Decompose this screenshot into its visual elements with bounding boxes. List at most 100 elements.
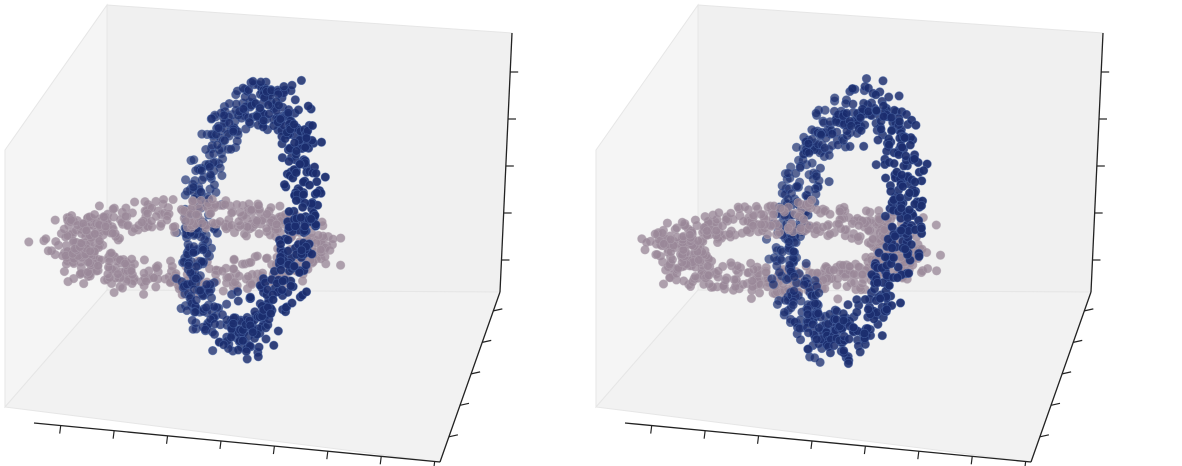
scatter-point-ring-2: [844, 334, 854, 344]
scatter-point-ring-1: [151, 263, 162, 273]
scatter-point-ring-1: [94, 201, 105, 211]
scatter-point-ring-2: [815, 163, 826, 173]
scatter-point-ring-2: [217, 170, 227, 181]
scatter-point-ring-2: [189, 155, 199, 165]
scatter-point-ring-1: [874, 206, 884, 216]
scatter-point-ring-2: [905, 140, 915, 150]
scatter-point-ring-1: [825, 209, 835, 219]
scatter-point-ring-2: [880, 173, 891, 183]
scatter-point-ring-1: [690, 215, 701, 225]
scatter-point-ring-1: [717, 221, 728, 231]
scatter-point-ring-1: [191, 209, 201, 220]
scatter-point-ring-2: [242, 354, 252, 364]
scatter-point-ring-1: [729, 275, 740, 285]
scatter-point-ring-2: [212, 228, 222, 238]
scatter-point-ring-2: [895, 298, 906, 308]
scatter-point-ring-2: [918, 165, 929, 176]
scatter-point-ring-2: [815, 357, 825, 367]
scatter-point-ring-1: [806, 195, 817, 205]
scatter-point-ring-1: [783, 223, 794, 233]
scatter-point-ring-1: [142, 208, 153, 219]
scatter-point-ring-2: [823, 319, 833, 329]
y-axis-tick: [1073, 339, 1083, 343]
scatter-point-ring-2: [848, 322, 859, 333]
scatter-point-ring-1: [335, 260, 346, 270]
scatter-point-ring-1: [842, 281, 852, 292]
scatter-point-ring-2: [882, 304, 892, 315]
scatter-point-ring-1: [798, 214, 809, 224]
scatter-point-ring-2: [895, 193, 905, 203]
scatter-point-ring-2: [803, 138, 814, 149]
scatter-point-ring-2: [279, 81, 289, 92]
scatter-point-ring-1: [43, 246, 53, 256]
scatter-point-ring-2: [789, 272, 800, 282]
scatter-point-ring-2: [284, 206, 294, 217]
scatter-point-ring-2: [871, 160, 881, 170]
scatter-point-ring-2: [190, 307, 200, 317]
scatter-point-ring-2: [816, 130, 826, 140]
scatter-point-ring-2: [287, 80, 297, 90]
scatter-point-ring-1: [121, 203, 131, 213]
scatter-point-ring-2: [248, 76, 258, 87]
scatter-point-ring-1: [108, 204, 118, 214]
scatter-point-ring-1: [188, 196, 198, 206]
scatter-point-ring-2: [279, 179, 290, 190]
scatter-point-ring-1: [51, 236, 61, 247]
scatter-point-ring-2: [238, 104, 249, 114]
scatter-point-ring-2: [197, 165, 207, 176]
scatter-point-ring-1: [76, 238, 86, 248]
scatter-point-ring-2: [896, 203, 906, 213]
y-axis-tick: [493, 308, 503, 312]
scatter-point-ring-1: [746, 258, 756, 268]
scatter-point-ring-1: [50, 215, 60, 225]
scatter-point-ring-2: [208, 345, 218, 356]
scatter-point-ring-2: [842, 108, 852, 118]
scatter-point-ring-1: [220, 199, 230, 210]
scatter-point-ring-2: [843, 300, 853, 310]
scatter-point-ring-1: [756, 279, 766, 290]
scatter-point-ring-1: [935, 250, 946, 260]
scatter-point-ring-2: [273, 326, 283, 336]
scatter-point-ring-2: [875, 293, 885, 304]
scatter-point-ring-2: [300, 221, 310, 232]
scatter-point-ring-2: [295, 159, 305, 169]
scatter-point-ring-2: [884, 280, 894, 291]
scatter-point-ring-1: [805, 221, 815, 231]
scatter-point-ring-1: [89, 209, 100, 220]
scatter-point-ring-2: [205, 170, 216, 180]
scatter-point-ring-2: [287, 298, 297, 308]
x-axis-tick: [650, 425, 653, 434]
scatter-point-ring-2: [212, 140, 222, 150]
scatter-point-ring-2: [791, 142, 802, 152]
scatter-point-ring-2: [226, 144, 236, 154]
x-axis-tick: [810, 440, 813, 450]
scatter-point-ring-2: [209, 180, 220, 190]
scatter-point-ring-2: [872, 278, 883, 288]
scatter-point-ring-2: [195, 286, 205, 296]
scatter-point-ring-1: [207, 194, 217, 204]
scatter-point-ring-1: [109, 287, 119, 298]
x-axis-tick: [917, 451, 920, 460]
scatter-point-ring-2: [233, 345, 243, 355]
z-axis-line: [1090, 32, 1104, 293]
scatter-point-ring-2: [232, 287, 243, 297]
scatter-point-ring-2: [876, 124, 886, 134]
scatter-point-ring-1: [232, 199, 242, 210]
scatter-point-ring-2: [856, 125, 866, 136]
x-axis-tick: [112, 430, 115, 439]
scatter-point-ring-1: [151, 282, 161, 292]
scatter-point-ring-1: [853, 232, 863, 242]
scatter-point-ring-2: [228, 126, 238, 137]
scatter-point-ring-1: [834, 219, 844, 229]
scatter-point-ring-1: [146, 216, 157, 226]
scatter-point-ring-2: [244, 117, 255, 127]
scatter-point-ring-2: [312, 188, 322, 198]
scatter-point-ring-1: [41, 234, 51, 244]
scatter-point-ring-1: [328, 234, 338, 244]
scatter-point-ring-1: [775, 203, 786, 213]
scatter-point-ring-2: [811, 108, 821, 118]
scatter-point-ring-1: [127, 254, 137, 264]
scatter-point-ring-2: [268, 295, 278, 305]
scatter-point-ring-2: [902, 213, 913, 223]
scatter-point-ring-2: [795, 162, 805, 173]
